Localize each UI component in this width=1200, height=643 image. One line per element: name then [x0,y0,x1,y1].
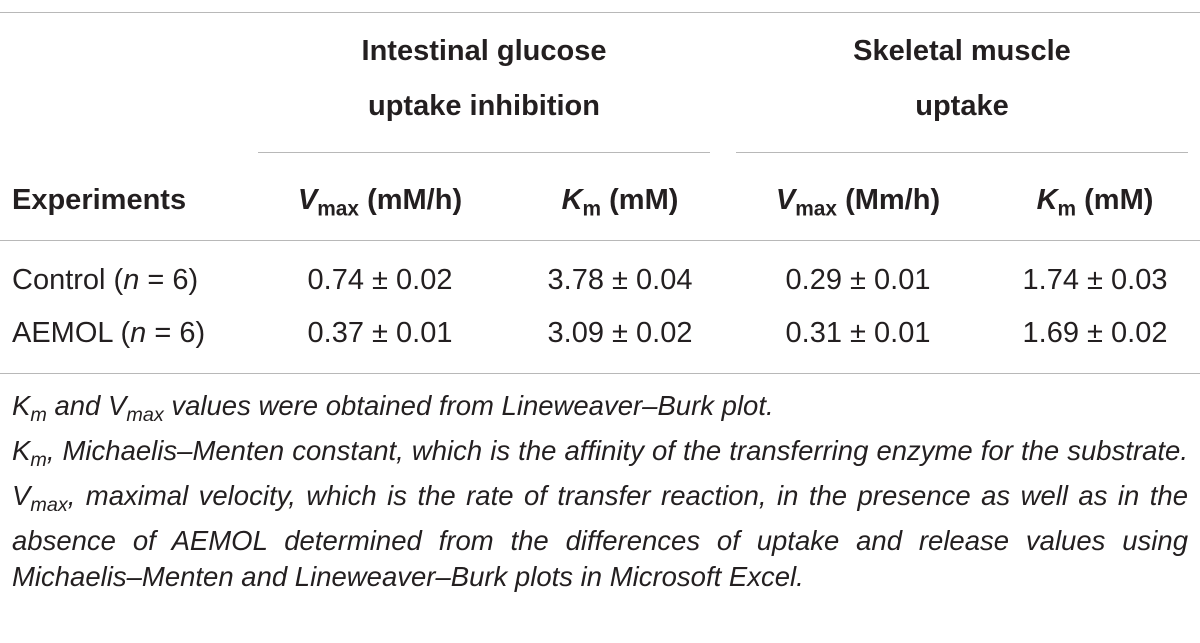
group-header: Skeletal muscle [853,35,1071,67]
text: K [12,434,31,466]
group-header: uptake inhibition [368,90,600,122]
group-header: Intestinal glucose [361,35,607,67]
cell: 3.78 ± 0.04 [547,264,693,296]
text: Experiments [12,184,187,216]
text: AEMOL ( [12,317,131,349]
group-rule [736,152,1188,153]
column-header: Vmax (Mm/h) [738,182,978,227]
text: = 6) [146,317,206,349]
subscript: max [30,493,68,516]
symbol: n [123,264,140,296]
column-header: Vmax (mM/h) [260,182,500,227]
cell: 0.31 ± 0.01 [785,317,931,349]
text: (mM) [1076,184,1154,216]
header-rule [0,240,1200,241]
column-header: Experiments [12,182,186,218]
symbol: K [1036,184,1058,216]
text: = 6) [139,264,199,296]
text: (mM/h) [359,184,463,216]
cell: 0.37 ± 0.01 [307,317,453,349]
cell: 3.09 ± 0.02 [547,317,693,349]
footnote: Km, Michaelis–Menten constant, which is … [12,433,1188,595]
text: Control ( [12,264,124,296]
subscript: m [30,448,47,471]
text: and V [46,390,127,421]
row-label: AEMOL (n = 6) [12,315,205,351]
footnote: Km and Vmax values were obtained from Li… [12,388,1188,433]
text: (Mm/h) [837,184,941,216]
group-header: uptake [915,90,1009,122]
symbol: K [561,184,583,216]
symbol: n [130,317,147,349]
bottom-rule [0,373,1200,374]
group-rule [258,152,710,153]
subscript: m [582,197,602,221]
cell: 0.74 ± 0.02 [307,264,453,296]
cell: 0.29 ± 0.01 [785,264,931,296]
text: (mM) [601,184,679,216]
symbol: V [297,184,318,216]
text: values were obtained from Lineweaver–Bur… [163,390,774,421]
cell: 1.74 ± 0.03 [1022,264,1168,296]
column-header: Km (mM) [500,182,740,227]
subscript: max [126,403,164,426]
footnotes: Km and Vmax values were obtained from Li… [12,388,1188,595]
column-header: Km (mM) [975,182,1200,227]
text: K [12,390,31,421]
symbol: V [775,184,796,216]
row-label: Control (n = 6) [12,262,198,298]
text: , Michaelis–Menten constant, which is th… [12,434,1188,511]
text: , maximal velocity, which is the rate of… [12,479,1188,592]
subscript: m [1057,197,1077,221]
subscript: max [317,197,360,221]
cell: 1.69 ± 0.02 [1022,317,1168,349]
subscript: m [30,403,47,426]
top-rule [0,12,1200,13]
subscript: max [795,197,838,221]
